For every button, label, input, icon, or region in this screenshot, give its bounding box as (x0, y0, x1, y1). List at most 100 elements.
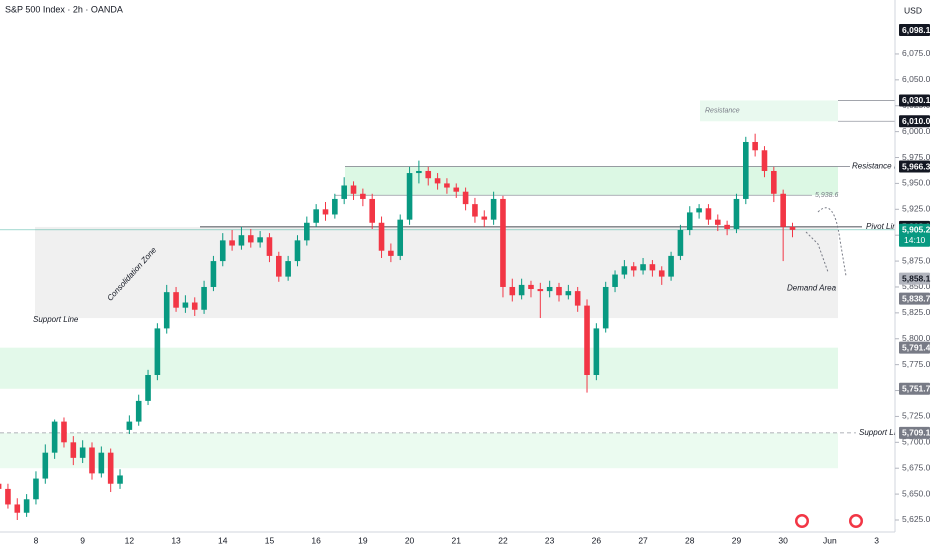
price-label-bg (899, 341, 930, 354)
candle-body (145, 374, 151, 401)
x-tick-label: 3 (874, 535, 879, 545)
candle-body (658, 270, 665, 277)
price-label-bg (899, 292, 930, 305)
candle-body (509, 286, 516, 296)
candle-body (247, 235, 254, 243)
candle-body (789, 226, 796, 230)
price-label: 5,838.7 (902, 293, 931, 303)
candle-body (761, 150, 768, 171)
price-label: 6,098.1 (902, 25, 931, 35)
x-tick-label: 27 (638, 535, 648, 545)
candle-body (528, 284, 534, 290)
y-tick-label: 5,675.0 (902, 462, 931, 472)
candle-body (135, 400, 142, 422)
x-tick-label: 15 (265, 535, 275, 545)
candle-body (107, 452, 114, 484)
x-tick-label: 21 (452, 535, 462, 545)
candle-body (546, 286, 553, 292)
candle-body (191, 302, 198, 310)
candle-body (481, 216, 488, 220)
candle-body (649, 264, 656, 271)
y-tick-label: 5,725.0 (902, 411, 931, 421)
candle-body (743, 141, 749, 199)
candle-body (313, 209, 319, 223)
y-tick-label: 5,800.0 (902, 333, 931, 343)
candle-body (696, 208, 702, 213)
candle-body (304, 222, 310, 241)
candle-body (388, 250, 394, 256)
price-label: 5,858.1 (902, 273, 931, 283)
candle-body (453, 187, 460, 192)
price-label: 5,751.7 (902, 384, 931, 394)
candle-body (257, 237, 263, 243)
x-tick-label: 29 (732, 535, 742, 545)
candle-body (677, 230, 684, 256)
candle-body (126, 421, 133, 430)
candle-body (0, 483, 2, 489)
x-tick-label: 8 (34, 535, 39, 545)
x-tick-label: 20 (405, 535, 415, 545)
candle-body (640, 264, 646, 271)
candle-body (434, 178, 441, 184)
x-tick-label: 9 (80, 535, 85, 545)
candle-body (397, 219, 404, 256)
candle-body (70, 442, 77, 458)
zone (0, 432, 838, 469)
y-tick-label: 5,875.0 (902, 255, 931, 265)
zone (0, 347, 838, 389)
y-tick-label: 5,925.0 (902, 204, 931, 214)
candle-body (369, 198, 375, 223)
y-tick-label: 5,625.0 (902, 514, 931, 524)
candle-body (219, 240, 226, 262)
candle-body (584, 305, 590, 375)
price-label-bg (899, 115, 930, 128)
candle-body (500, 198, 506, 287)
candle-body (79, 447, 86, 458)
candle-body (285, 261, 291, 277)
candle-body (173, 292, 179, 308)
candle-body (602, 286, 609, 329)
candle-body (752, 141, 758, 151)
candle-body (490, 198, 497, 220)
candle-body (686, 212, 693, 231)
candle-body (332, 198, 338, 215)
candle-body (154, 328, 161, 375)
candle-body (621, 266, 628, 275)
candle-body (416, 170, 422, 174)
candle-body (612, 274, 618, 287)
candle-body (341, 185, 347, 199)
candle-body (593, 328, 600, 375)
x-tick-label: 23 (545, 535, 555, 545)
candle-body (574, 291, 581, 306)
y-tick-label: 6,050.0 (902, 74, 931, 84)
countdown: 14:10 (904, 235, 926, 245)
y-tick-label: 5,850.0 (902, 281, 931, 291)
candle-body (210, 261, 217, 287)
candle-body (556, 286, 562, 296)
candle-body (238, 235, 245, 246)
candle-body (266, 237, 273, 256)
candle-body (61, 421, 67, 443)
candle-body (714, 219, 721, 225)
candle-body (733, 198, 740, 229)
projection-arrow (817, 207, 847, 277)
price-label-bg (899, 382, 930, 395)
candle-body (33, 478, 39, 500)
price-label-bg (899, 160, 930, 173)
candle-body (537, 289, 544, 292)
price-label: 5,709.1 (902, 428, 931, 438)
level-label: Support Line (859, 428, 905, 437)
zone-label: Demand Area (787, 284, 837, 293)
x-tick-label: 22 (498, 535, 508, 545)
y-tick-label: 5,950.0 (902, 178, 931, 188)
level-label: Pivot Line (866, 222, 902, 231)
candle-body (5, 488, 11, 505)
candle-body (518, 284, 525, 296)
candle-body (771, 170, 777, 194)
y-tick-label: 5,650.0 (902, 488, 931, 498)
level-label: Support Line (33, 315, 79, 324)
currency: USD (904, 5, 922, 15)
candle-body (425, 170, 432, 179)
x-tick-label: 28 (685, 535, 695, 545)
